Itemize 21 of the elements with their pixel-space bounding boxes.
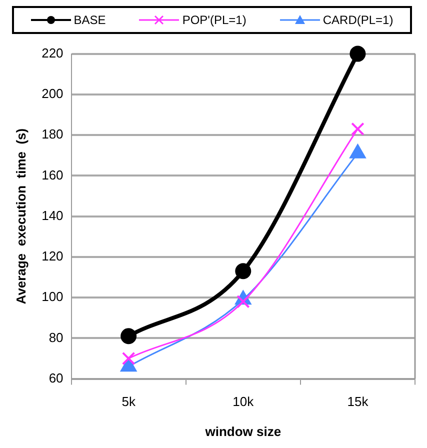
y-tick-label: 140 bbox=[42, 208, 64, 223]
y-tick-label: 200 bbox=[42, 86, 64, 102]
y-tick-label: 60 bbox=[48, 370, 64, 386]
y-tick-label: 80 bbox=[48, 330, 64, 345]
y-axis-title: Average execution time (s) bbox=[13, 128, 28, 304]
y-tick-label: 160 bbox=[42, 167, 64, 182]
point bbox=[120, 328, 137, 344]
point bbox=[351, 122, 364, 136]
y-tick-label: 220 bbox=[42, 45, 64, 60]
x-tick-label: 15k bbox=[347, 394, 369, 410]
point bbox=[350, 46, 366, 62]
legend-label: CARD(PL=1) bbox=[322, 13, 394, 27]
x-axis-title: window size bbox=[204, 424, 282, 439]
legend-label: BASE bbox=[74, 13, 106, 27]
legend-label: POP'(PL=1) bbox=[182, 13, 246, 27]
y-tick-label: 120 bbox=[42, 248, 64, 264]
x-tick-label: 10k bbox=[232, 394, 254, 410]
x-tick-label: 5k bbox=[122, 394, 136, 410]
y-tick-label: 180 bbox=[42, 126, 64, 142]
point bbox=[235, 263, 252, 280]
y-tick-label: 100 bbox=[42, 289, 64, 304]
